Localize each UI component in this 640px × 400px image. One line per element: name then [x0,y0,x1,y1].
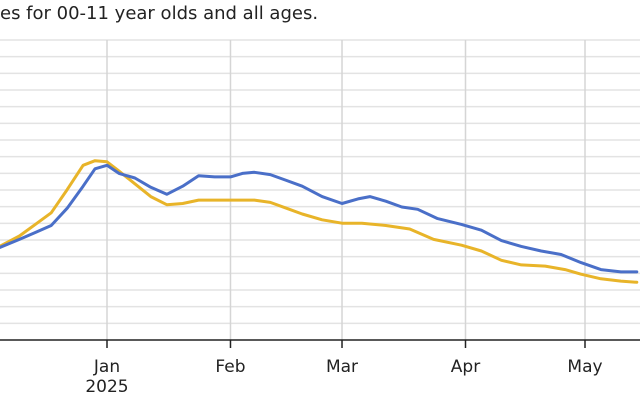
x-tick-label: Apr [451,357,480,377]
x-tick-label: May [567,357,602,377]
series-line-1 [0,163,639,274]
vertical-gridlines [106,40,586,340]
x-tick-label: Jan [93,357,120,377]
chart-subtitle: es for 00-11 year olds and all ages. [0,3,319,24]
x-tick-label: Feb [215,357,245,377]
horizontal-gridlines [0,39,640,325]
x-tick-sublabel: 2025 [85,377,128,397]
series-layer [0,159,639,284]
series-line-2 [0,159,639,284]
x-tick-label: Mar [326,357,358,377]
